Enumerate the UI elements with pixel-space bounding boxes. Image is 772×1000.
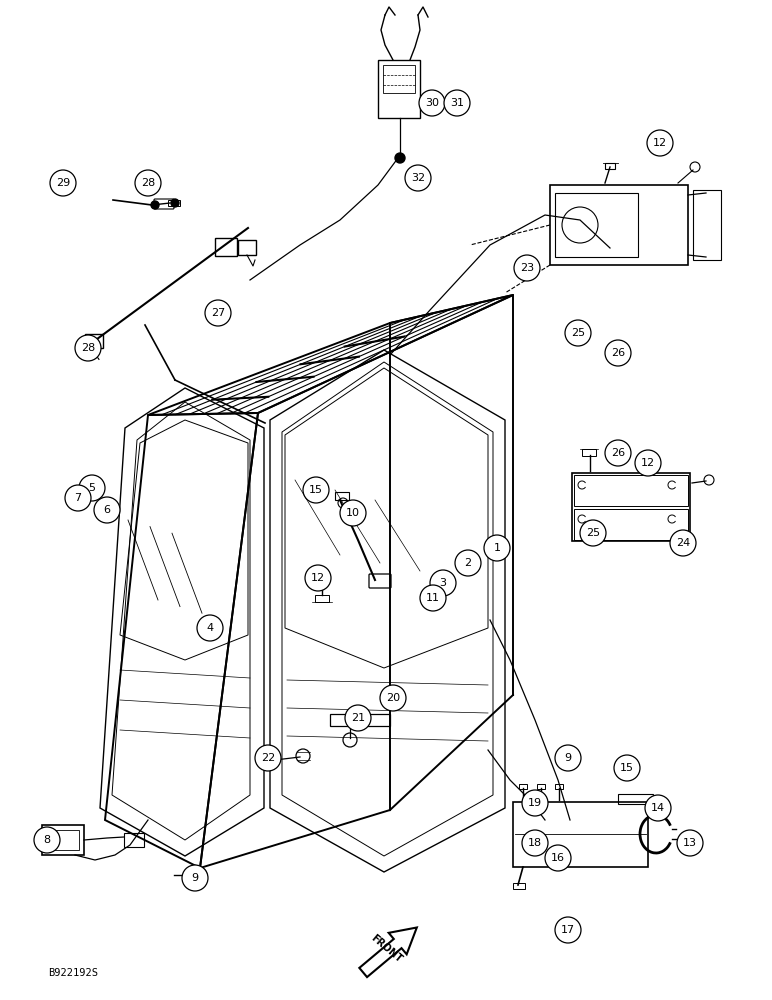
Circle shape xyxy=(94,497,120,523)
Circle shape xyxy=(677,830,703,856)
Circle shape xyxy=(545,845,571,871)
Circle shape xyxy=(395,153,405,163)
Circle shape xyxy=(65,485,91,511)
Text: 32: 32 xyxy=(411,173,425,183)
Circle shape xyxy=(151,201,159,209)
Text: 26: 26 xyxy=(611,448,625,458)
Circle shape xyxy=(565,320,591,346)
Text: 19: 19 xyxy=(528,798,542,808)
Circle shape xyxy=(522,830,548,856)
Polygon shape xyxy=(359,928,417,977)
Text: B922192S: B922192S xyxy=(48,968,98,978)
Circle shape xyxy=(380,685,406,711)
Circle shape xyxy=(635,450,661,476)
Circle shape xyxy=(555,745,581,771)
Circle shape xyxy=(255,745,281,771)
Text: 15: 15 xyxy=(309,485,323,495)
Text: 4: 4 xyxy=(206,623,214,633)
Text: 27: 27 xyxy=(211,308,225,318)
Text: 21: 21 xyxy=(351,713,365,723)
Circle shape xyxy=(645,795,671,821)
Circle shape xyxy=(614,755,640,781)
Text: 9: 9 xyxy=(191,873,198,883)
Circle shape xyxy=(171,199,179,207)
Circle shape xyxy=(79,475,105,501)
Text: 6: 6 xyxy=(103,505,110,515)
Circle shape xyxy=(419,90,445,116)
Text: 17: 17 xyxy=(561,925,575,935)
Circle shape xyxy=(345,705,371,731)
Circle shape xyxy=(430,570,456,596)
Text: 23: 23 xyxy=(520,263,534,273)
Circle shape xyxy=(135,170,161,196)
Circle shape xyxy=(303,477,329,503)
Text: 12: 12 xyxy=(641,458,655,468)
Text: 12: 12 xyxy=(653,138,667,148)
Text: 16: 16 xyxy=(551,853,565,863)
Text: 31: 31 xyxy=(450,98,464,108)
Circle shape xyxy=(182,865,208,891)
Circle shape xyxy=(197,615,223,641)
Text: 15: 15 xyxy=(620,763,634,773)
Text: 25: 25 xyxy=(571,328,585,338)
Circle shape xyxy=(205,300,231,326)
Circle shape xyxy=(580,520,606,546)
Circle shape xyxy=(555,917,581,943)
Text: 13: 13 xyxy=(683,838,697,848)
Text: 9: 9 xyxy=(564,753,571,763)
Text: 26: 26 xyxy=(611,348,625,358)
Text: 24: 24 xyxy=(676,538,690,548)
Circle shape xyxy=(605,340,631,366)
Circle shape xyxy=(444,90,470,116)
Text: 18: 18 xyxy=(528,838,542,848)
Circle shape xyxy=(50,170,76,196)
Circle shape xyxy=(605,440,631,466)
Text: 28: 28 xyxy=(141,178,155,188)
Circle shape xyxy=(647,130,673,156)
Text: 3: 3 xyxy=(439,578,446,588)
Circle shape xyxy=(340,500,366,526)
Text: 28: 28 xyxy=(81,343,95,353)
Text: 22: 22 xyxy=(261,753,275,763)
Circle shape xyxy=(455,550,481,576)
Text: 5: 5 xyxy=(89,483,96,493)
Text: 12: 12 xyxy=(311,573,325,583)
Text: 20: 20 xyxy=(386,693,400,703)
Circle shape xyxy=(405,165,431,191)
Circle shape xyxy=(484,535,510,561)
Circle shape xyxy=(75,335,101,361)
Text: 25: 25 xyxy=(586,528,600,538)
Text: FRONT: FRONT xyxy=(368,933,404,965)
Text: 30: 30 xyxy=(425,98,439,108)
Circle shape xyxy=(522,790,548,816)
Text: 8: 8 xyxy=(43,835,50,845)
Circle shape xyxy=(305,565,331,591)
Circle shape xyxy=(34,827,60,853)
Circle shape xyxy=(420,585,446,611)
Circle shape xyxy=(514,255,540,281)
Text: 10: 10 xyxy=(346,508,360,518)
Text: 14: 14 xyxy=(651,803,665,813)
Text: 7: 7 xyxy=(74,493,82,503)
Text: 1: 1 xyxy=(493,543,500,553)
Text: 2: 2 xyxy=(465,558,472,568)
Text: 29: 29 xyxy=(56,178,70,188)
Circle shape xyxy=(670,530,696,556)
Text: 11: 11 xyxy=(426,593,440,603)
